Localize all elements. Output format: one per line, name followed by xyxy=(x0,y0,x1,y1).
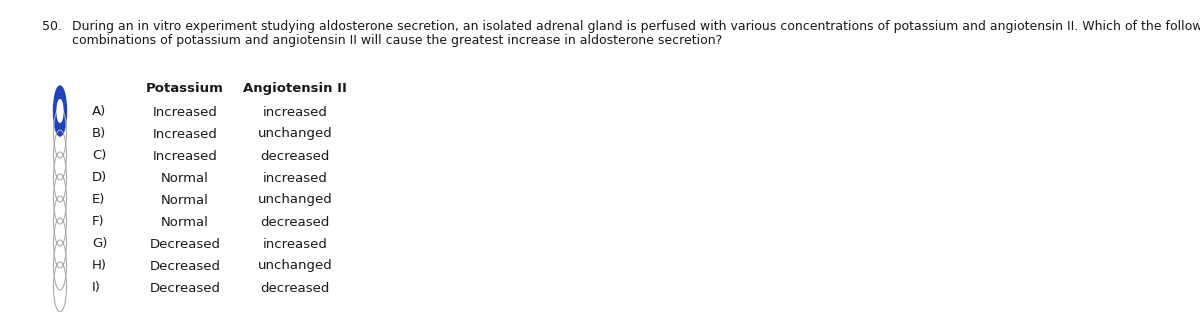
Text: unchanged: unchanged xyxy=(258,260,332,272)
Text: increased: increased xyxy=(263,237,328,251)
Text: decreased: decreased xyxy=(260,281,330,295)
Text: decreased: decreased xyxy=(260,216,330,228)
Text: combinations of potassium and angiotensin II will cause the greatest increase in: combinations of potassium and angiotensi… xyxy=(72,34,722,47)
Text: unchanged: unchanged xyxy=(258,128,332,140)
Text: Angiotensin II: Angiotensin II xyxy=(244,82,347,95)
Text: unchanged: unchanged xyxy=(258,193,332,207)
Text: Decreased: Decreased xyxy=(150,281,221,295)
Text: H): H) xyxy=(92,260,107,272)
Text: Increased: Increased xyxy=(152,128,217,140)
Text: decreased: decreased xyxy=(260,149,330,163)
Text: Decreased: Decreased xyxy=(150,237,221,251)
Text: I): I) xyxy=(92,281,101,295)
Text: G): G) xyxy=(92,237,107,251)
Text: Normal: Normal xyxy=(161,172,209,184)
Text: Increased: Increased xyxy=(152,149,217,163)
Text: D): D) xyxy=(92,172,107,184)
Text: E): E) xyxy=(92,193,106,207)
Text: 50.: 50. xyxy=(42,20,62,33)
Ellipse shape xyxy=(58,100,62,122)
Text: During an in vitro experiment studying aldosterone secretion, an isolated adrena: During an in vitro experiment studying a… xyxy=(72,20,1200,33)
Text: Normal: Normal xyxy=(161,193,209,207)
Text: C): C) xyxy=(92,149,107,163)
Text: increased: increased xyxy=(263,105,328,119)
Text: increased: increased xyxy=(263,172,328,184)
Text: A): A) xyxy=(92,105,107,119)
Text: Increased: Increased xyxy=(152,105,217,119)
Ellipse shape xyxy=(54,86,66,136)
Text: F): F) xyxy=(92,216,104,228)
Text: Potassium: Potassium xyxy=(146,82,224,95)
Text: Normal: Normal xyxy=(161,216,209,228)
Text: Decreased: Decreased xyxy=(150,260,221,272)
Text: B): B) xyxy=(92,128,107,140)
